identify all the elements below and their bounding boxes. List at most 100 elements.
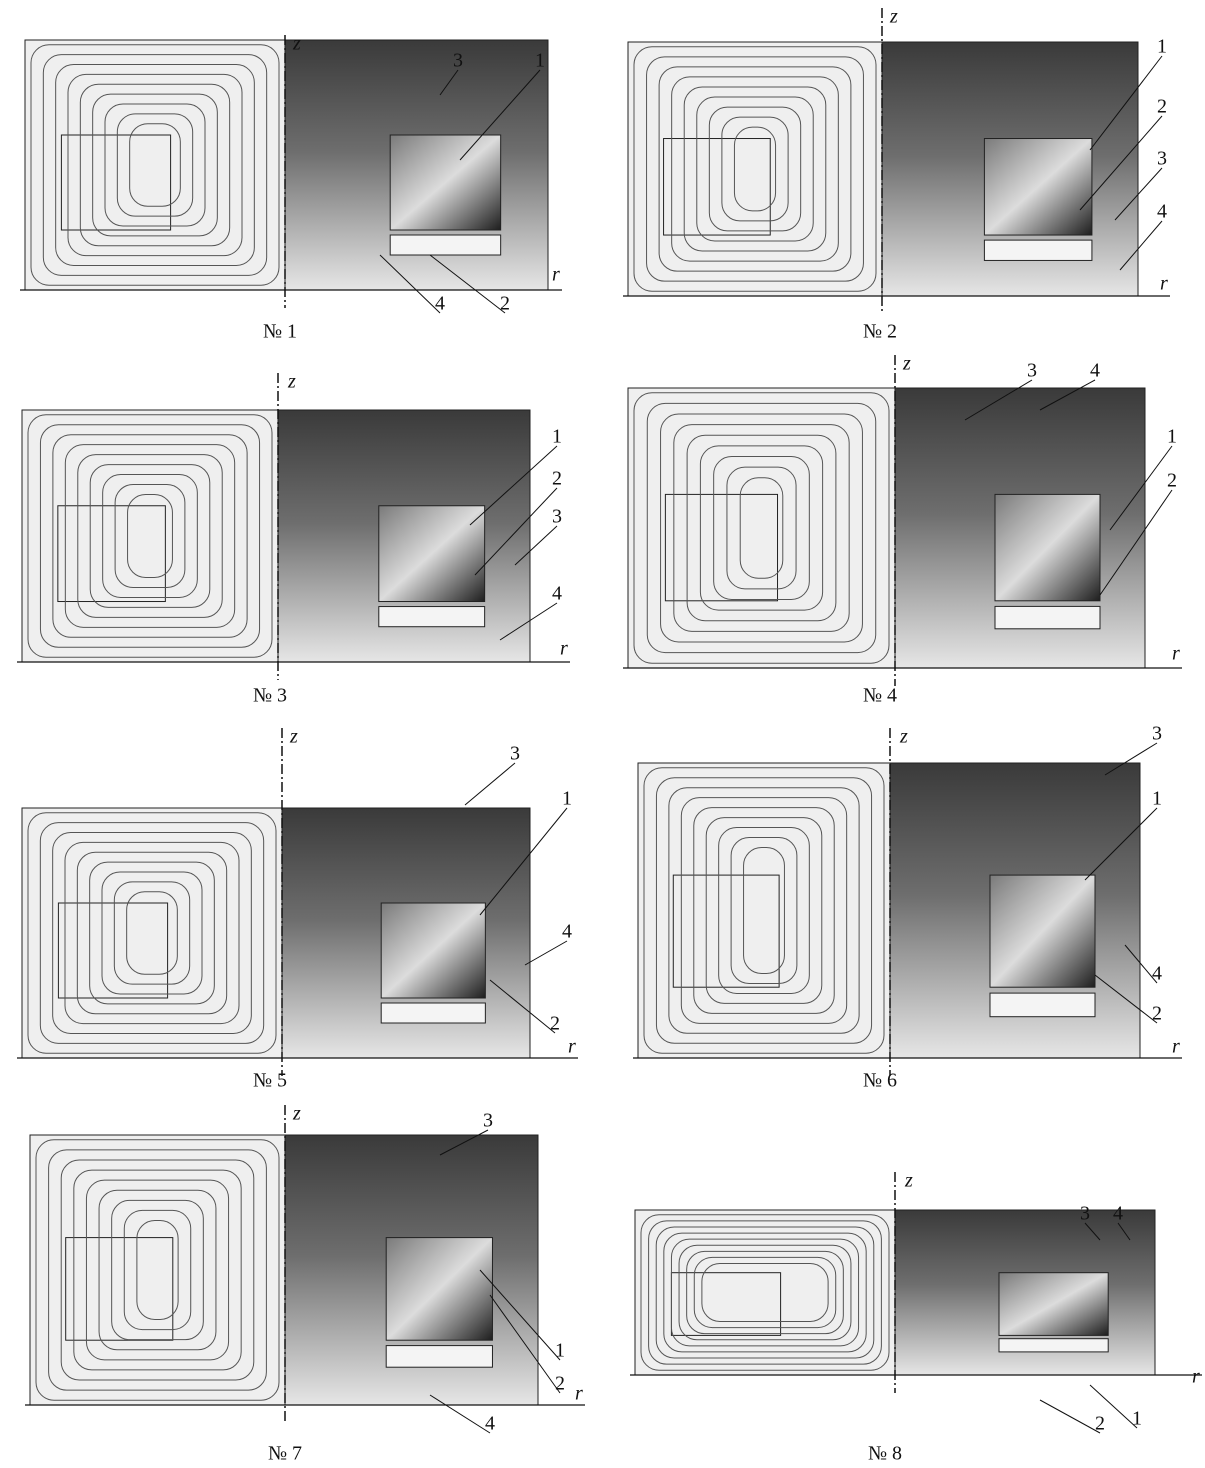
- part-label: 3: [453, 50, 463, 72]
- field-line: [48, 1149, 267, 1391]
- field-line: [85, 1179, 230, 1361]
- field-line: [39, 822, 265, 1044]
- winding: [983, 239, 1093, 261]
- field-line: [730, 836, 798, 985]
- leader-line: [429, 1394, 491, 1434]
- field-line: [699, 445, 824, 611]
- leader-line: [499, 602, 558, 641]
- field-line: [633, 392, 890, 664]
- field-line: [52, 434, 248, 638]
- left-coil: [57, 902, 169, 999]
- leader-line: [1084, 1222, 1101, 1241]
- field-line: [658, 66, 852, 272]
- part-label: 1: [552, 426, 562, 448]
- part-label: 3: [1157, 148, 1167, 170]
- field-line: [111, 1199, 204, 1341]
- field-line: [98, 1189, 217, 1351]
- caption: № 2: [863, 321, 897, 343]
- axis-label-r: r: [1172, 1036, 1180, 1058]
- caption: № 6: [863, 1070, 897, 1092]
- leader-line: [474, 487, 558, 576]
- field-line: [743, 846, 785, 975]
- caption: № 5: [253, 1070, 287, 1092]
- part-label: 4: [1113, 1203, 1123, 1225]
- field-line: [104, 103, 206, 227]
- part-label: 2: [1095, 1413, 1105, 1435]
- leader-line: [964, 379, 1033, 421]
- field-line: [640, 1214, 890, 1371]
- leader-line: [1109, 445, 1173, 531]
- winding: [998, 1338, 1109, 1353]
- field-line: [683, 86, 827, 252]
- coil: [378, 505, 486, 603]
- part-label: 3: [1152, 723, 1162, 745]
- field-line: [127, 493, 173, 579]
- axis-label-z: z: [287, 371, 296, 393]
- field-line: [79, 83, 231, 247]
- leader-line: [1117, 1222, 1131, 1241]
- leader-line: [379, 254, 441, 314]
- field-line: [114, 483, 186, 589]
- part-label: 1: [1157, 36, 1167, 58]
- leader-line: [1084, 807, 1158, 881]
- left-region: [24, 39, 286, 291]
- leader-line: [1124, 944, 1158, 984]
- leader-line: [479, 1269, 561, 1361]
- part-label: 1: [1152, 788, 1162, 810]
- coil: [983, 138, 1093, 236]
- axis-label-r: r: [552, 264, 560, 286]
- left-coil: [672, 874, 780, 988]
- part-label: 2: [1167, 470, 1177, 492]
- field-line: [30, 44, 280, 286]
- coil: [989, 874, 1096, 988]
- field-line: [136, 1220, 179, 1320]
- axis-label-z: z: [902, 353, 911, 375]
- part-label: 3: [510, 743, 520, 765]
- field-line: [126, 891, 178, 975]
- part-label: 1: [1132, 1408, 1142, 1430]
- field-line: [696, 96, 814, 242]
- leader-line: [1104, 742, 1158, 776]
- part-label: 4: [485, 1413, 495, 1435]
- leader-line: [1039, 379, 1096, 411]
- field-line: [35, 1139, 280, 1401]
- part-label: 4: [435, 293, 445, 315]
- part-label: 2: [550, 1013, 560, 1035]
- winding: [994, 605, 1101, 630]
- part-label: 1: [535, 50, 545, 72]
- field-line: [27, 414, 273, 658]
- part-label: 2: [552, 468, 562, 490]
- winding: [389, 234, 502, 256]
- field-line: [663, 1232, 867, 1353]
- axis-label-r: r: [1160, 273, 1168, 295]
- leader-line: [429, 254, 506, 314]
- field-line: [668, 787, 860, 1034]
- leader-line: [439, 69, 459, 96]
- winding: [385, 1345, 493, 1368]
- part-label: 3: [483, 1110, 493, 1132]
- left-region: [21, 409, 279, 663]
- leader-line: [464, 762, 516, 806]
- field-line: [693, 807, 835, 1014]
- winding: [989, 992, 1096, 1018]
- part-label: 3: [1027, 360, 1037, 382]
- part-label: 2: [1152, 1003, 1162, 1025]
- caption: № 7: [268, 1443, 302, 1465]
- part-label: 1: [562, 788, 572, 810]
- field-line: [670, 1238, 860, 1347]
- field-line: [680, 797, 848, 1024]
- axis-label-r: r: [1192, 1366, 1200, 1388]
- field-line: [648, 1220, 882, 1365]
- leader-line: [439, 1129, 489, 1156]
- field-line: [686, 1250, 844, 1335]
- left-coil: [57, 505, 166, 603]
- field-line: [92, 93, 218, 237]
- field-line: [678, 1244, 852, 1341]
- field-line: [646, 56, 864, 282]
- leader-line: [1119, 220, 1163, 271]
- field-line: [77, 454, 223, 618]
- field-line: [739, 477, 784, 579]
- caption: № 4: [863, 685, 897, 707]
- field-line: [27, 812, 277, 1054]
- field-line: [123, 1209, 192, 1331]
